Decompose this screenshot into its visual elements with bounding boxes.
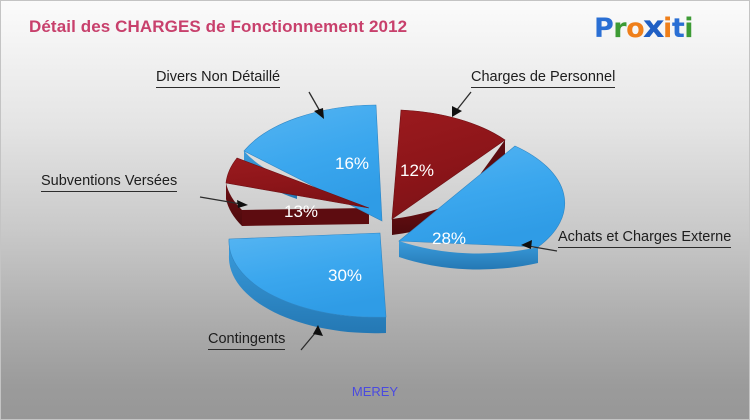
proxiti-logo[interactable]: Proxiti bbox=[594, 13, 693, 43]
page-title: Détail des CHARGES de Fonctionnement 201… bbox=[29, 17, 408, 36]
callout-label-personnel[interactable]: Charges de Personnel bbox=[471, 69, 616, 88]
logo-letter-r: r bbox=[613, 13, 627, 44]
slice-side-subventions-face bbox=[242, 208, 369, 226]
leader-personnel bbox=[455, 91, 472, 112]
slice-side-subventions bbox=[226, 183, 242, 226]
slice-side-contingents bbox=[228, 239, 386, 334]
arrowhead-divers bbox=[314, 108, 324, 119]
slice-top-divers-non-detaille[interactable] bbox=[243, 104, 383, 222]
logo-letter-i2: i bbox=[684, 13, 693, 44]
callout-label-subventions[interactable]: Subventions Versées bbox=[41, 173, 178, 192]
slice-wedge-subventions bbox=[225, 157, 370, 209]
slice-value-personnel: 12% bbox=[400, 161, 434, 180]
callout-label-achats[interactable]: Achats et Charges Externe bbox=[558, 229, 732, 248]
callout-label-contingents[interactable]: Contingents bbox=[208, 331, 286, 350]
slice-wedge-contingents bbox=[228, 232, 387, 318]
arrowhead-personnel bbox=[452, 106, 462, 117]
logo-letter-x: x bbox=[643, 10, 665, 45]
arrowhead-subventions bbox=[237, 200, 248, 208]
logo-letter-o: o bbox=[626, 13, 645, 44]
slice-wedge-divers bbox=[243, 104, 383, 222]
slice-top-achats-et-charges-externe[interactable] bbox=[398, 145, 566, 270]
leader-subventions bbox=[199, 196, 242, 205]
slice-subventions-versees[interactable] bbox=[226, 183, 369, 226]
leader-achats bbox=[527, 245, 558, 252]
arrowhead-contingents bbox=[313, 325, 323, 336]
slice-top-contingents[interactable] bbox=[228, 232, 387, 334]
slice-value-contingents: 30% bbox=[328, 266, 362, 285]
slice-wedge-achats bbox=[398, 145, 566, 248]
callout-label-divers[interactable]: Divers Non Détaillé bbox=[156, 69, 281, 88]
callout-arrowheads bbox=[237, 106, 532, 336]
slice-top-charges-de-personnel[interactable] bbox=[391, 109, 506, 220]
logo-letter-t: t bbox=[671, 13, 685, 44]
slice-top-subventions-versees[interactable] bbox=[225, 157, 370, 209]
city-name: MEREY bbox=[351, 384, 399, 399]
slice-value-divers: 16% bbox=[335, 154, 369, 173]
logo-letter-i1: i bbox=[663, 13, 672, 44]
leader-contingents bbox=[300, 331, 317, 351]
slice-value-subventions: 13% bbox=[284, 202, 318, 221]
slice-wedge-personnel bbox=[391, 109, 506, 220]
slice-side-achats bbox=[399, 241, 538, 270]
slice-value-achats: 28% bbox=[432, 229, 466, 248]
arrowhead-achats bbox=[521, 240, 532, 249]
logo-letter-p: P bbox=[594, 13, 614, 44]
